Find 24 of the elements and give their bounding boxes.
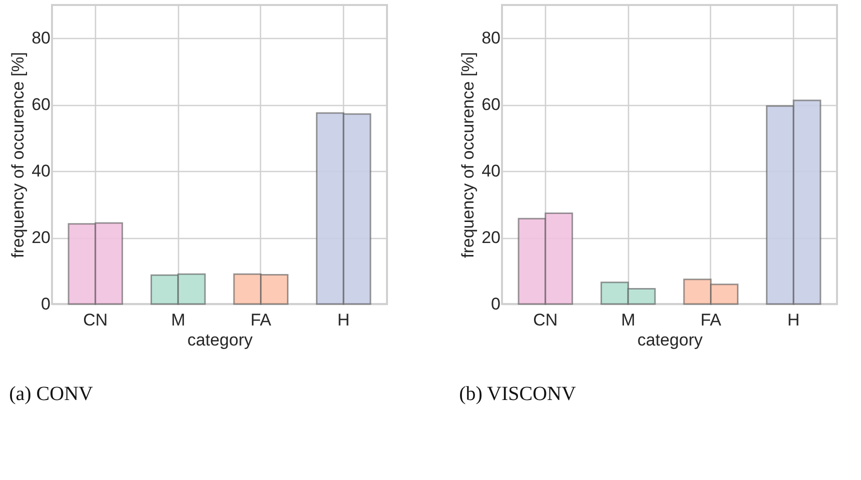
y-tick-label: 80	[482, 28, 500, 48]
y-tick-label: 20	[32, 228, 50, 248]
x-axis-title: category	[187, 330, 254, 350]
x-tick-label: CN	[83, 310, 108, 330]
x-tick-label: M	[171, 310, 186, 330]
x-tick-label: CN	[533, 310, 558, 330]
x-axis-title: category	[637, 330, 704, 350]
y-axis-title: frequency of occurence [%]	[458, 52, 478, 258]
y-tick-label: 60	[482, 95, 500, 114]
text: (b) VISCONV	[459, 383, 577, 405]
y-tick-label: 40	[32, 162, 50, 181]
x-tick-label: FA	[250, 310, 272, 330]
text: (a) CONV	[9, 383, 94, 405]
y-tick-label: 0	[41, 294, 50, 314]
y-tick-label: 40	[482, 162, 500, 181]
x-tick-label: H	[787, 310, 800, 330]
y-tick-label: 80	[32, 28, 50, 48]
y-axis-title: frequency of occurence [%]	[8, 52, 28, 258]
x-tick-label: M	[621, 310, 636, 330]
x-tick-label: FA	[700, 310, 722, 330]
y-tick-label: 20	[482, 228, 500, 248]
y-tick-label: 60	[32, 95, 50, 114]
x-tick-label: H	[337, 310, 350, 330]
y-tick-label: 0	[491, 294, 500, 314]
